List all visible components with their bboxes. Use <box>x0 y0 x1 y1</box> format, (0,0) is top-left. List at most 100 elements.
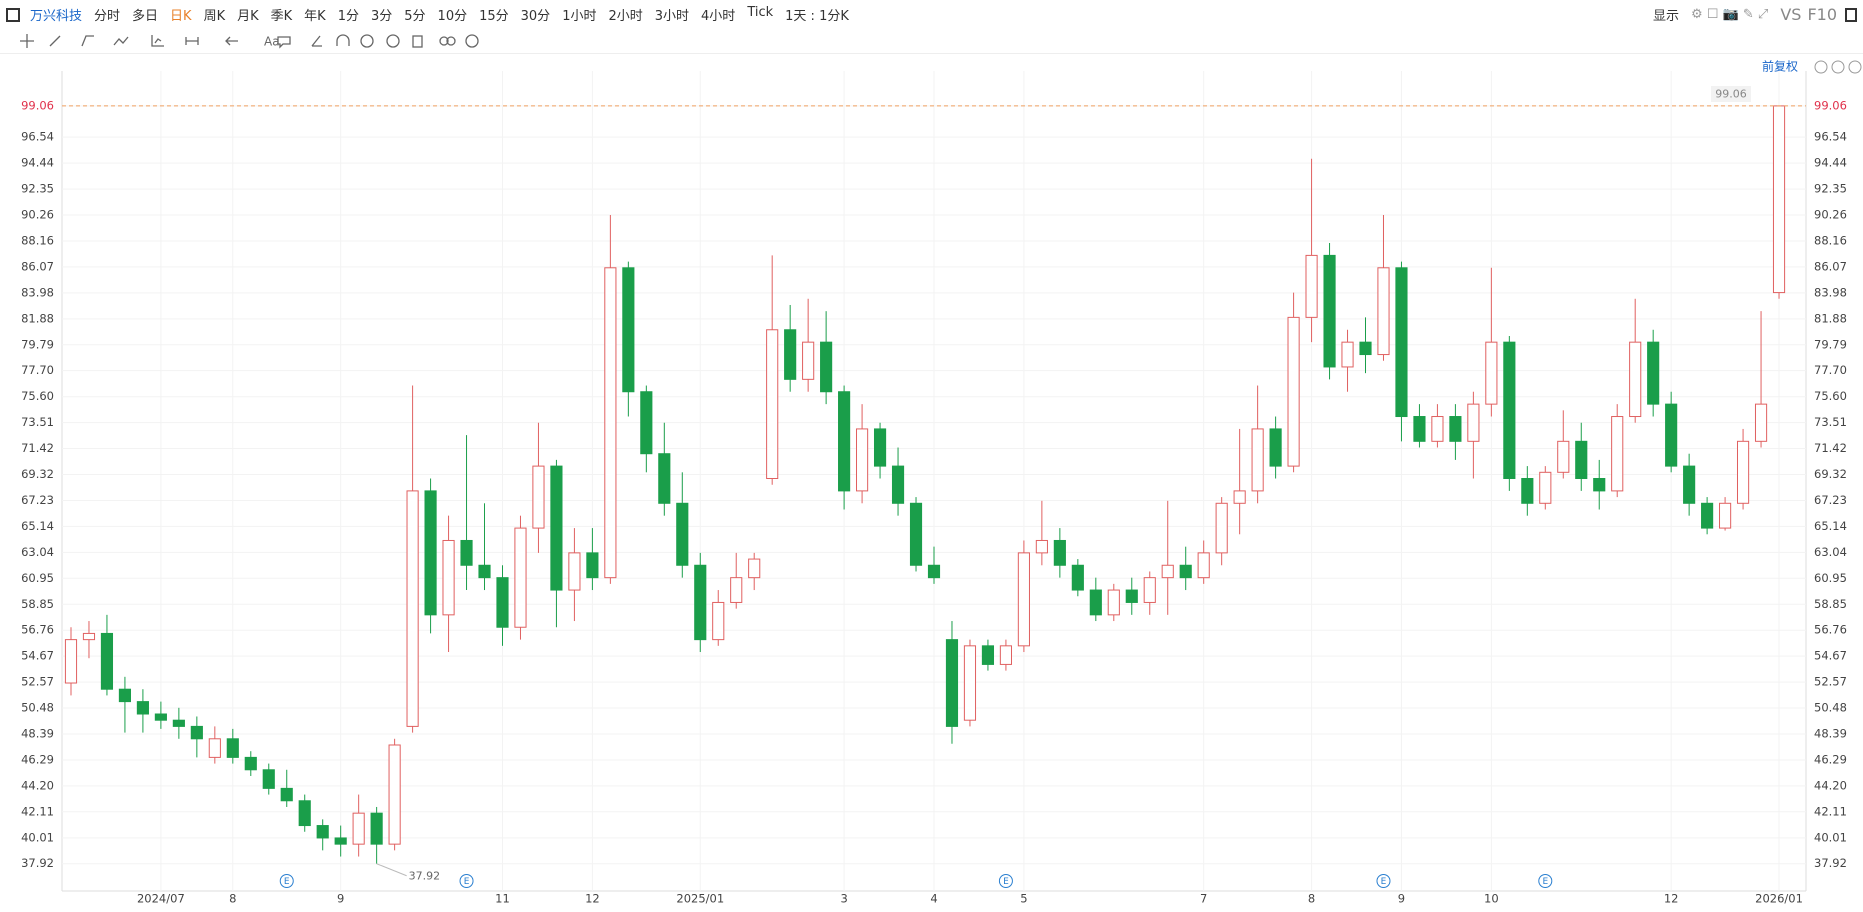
chart-tool[interactable] <box>151 35 164 47</box>
period-tab[interactable]: Tick <box>747 5 774 20</box>
candle-body <box>1233 490 1246 504</box>
wave-tool[interactable] <box>113 36 129 46</box>
delete-tool[interactable] <box>412 35 423 48</box>
candle-body <box>604 267 617 579</box>
candle-body <box>712 601 725 641</box>
x-tick-label: 12 <box>1664 892 1679 906</box>
zoom-reset[interactable] <box>1814 60 1828 74</box>
candle-body <box>1719 502 1732 529</box>
y-tick-label-right: 50.48 <box>1814 701 1847 715</box>
event-marker <box>279 874 294 888</box>
candle-body <box>1161 564 1174 579</box>
candle-body <box>1629 341 1642 418</box>
high-label: 99.06 <box>1715 88 1747 101</box>
period-tab[interactable]: 年K <box>304 9 326 24</box>
low-label: 37.92 <box>409 870 441 883</box>
arrow-tool[interactable] <box>225 36 238 46</box>
y-tick-label-right: 71.42 <box>1814 441 1847 455</box>
candle-body <box>1377 267 1390 356</box>
angle-tool[interactable] <box>311 35 322 47</box>
x-tick-label: 10 <box>1484 892 1499 906</box>
stock-name[interactable]: 万兴科技 <box>30 9 83 24</box>
y-tick-label-right: 75.60 <box>1814 389 1847 403</box>
magnet-tool[interactable] <box>336 34 350 46</box>
panel-icon-right[interactable] <box>1845 7 1857 22</box>
candle-body <box>82 632 96 641</box>
period-tab[interactable]: 2小时 <box>608 9 643 24</box>
period-tab[interactable]: 多日 <box>132 9 159 24</box>
y-tick-label: 60.95 <box>21 571 54 585</box>
period-tab[interactable]: 月K <box>237 9 259 24</box>
candle-body <box>190 725 203 740</box>
target-tool[interactable] <box>386 34 400 48</box>
candle-body <box>927 564 941 579</box>
event-marker <box>459 874 474 888</box>
x-tick-label: 2026/01 <box>1755 892 1803 906</box>
y-tick-label: 92.35 <box>21 182 54 196</box>
y-tick-label: 48.39 <box>21 726 54 740</box>
zoom-out[interactable] <box>1831 60 1845 74</box>
period-tab[interactable]: 日K <box>170 9 192 24</box>
panel-icon[interactable] <box>6 7 20 22</box>
y-tick-label-right: 40.01 <box>1814 830 1847 844</box>
settings-tool[interactable] <box>465 34 479 48</box>
toolbar-icons[interactable]: ⚙ ☐ 📷 ✎ ⤢ <box>1691 7 1769 22</box>
f10-button[interactable]: F10 <box>1807 5 1837 24</box>
line-tool[interactable] <box>49 35 61 47</box>
adjust-mode[interactable]: 前复权 <box>1762 59 1798 74</box>
note-tool[interactable] <box>277 36 291 49</box>
y-tick-label: 46.29 <box>21 752 54 766</box>
period-tab[interactable]: 1天 : 1分K <box>785 9 849 24</box>
channel-tool[interactable] <box>81 35 94 47</box>
candle-body <box>1395 267 1408 418</box>
period-tab[interactable]: 3分 <box>370 9 393 24</box>
y-tick-label-right: 56.76 <box>1814 623 1847 637</box>
period-tab[interactable]: 30分 <box>520 9 551 24</box>
zoom-in[interactable] <box>1848 60 1862 74</box>
period-tab[interactable]: 10分 <box>437 9 468 24</box>
drawing-tools: Aa <box>20 34 479 49</box>
period-tab[interactable]: 4小时 <box>701 9 736 24</box>
move-tool[interactable] <box>20 34 34 48</box>
candle-body <box>873 428 887 467</box>
vs-button[interactable]: VS <box>1780 5 1802 24</box>
y-tick-label: 42.11 <box>21 804 54 818</box>
period-tab[interactable]: 15分 <box>479 9 509 24</box>
candle-body <box>999 645 1012 665</box>
candle-body <box>1683 465 1696 504</box>
period-tab[interactable]: 1分 <box>337 9 359 24</box>
period-tab[interactable]: 3小时 <box>654 9 690 24</box>
text-tool[interactable]: Aa <box>264 35 280 49</box>
candle-body <box>262 769 275 789</box>
period-tab[interactable]: 季K <box>270 9 293 24</box>
candle-body <box>981 645 995 665</box>
event-label: E <box>464 877 470 887</box>
link-tool[interactable] <box>439 36 449 46</box>
period-tab[interactable]: 5分 <box>404 9 426 24</box>
y-tick-label: 52.57 <box>21 675 54 689</box>
y-tick-label-right: 77.70 <box>1814 363 1847 377</box>
period-tab[interactable]: 1小时 <box>562 9 597 24</box>
candle-body <box>298 800 311 827</box>
candle-body <box>136 701 149 715</box>
y-tick-label: 90.26 <box>21 207 54 221</box>
y-tick-label-right: 88.16 <box>1814 234 1847 248</box>
candle-body <box>1701 502 1714 529</box>
y-tick-label: 77.70 <box>21 363 54 377</box>
candle-body <box>1179 564 1192 579</box>
candle-body <box>118 688 132 703</box>
candle-body <box>1413 416 1426 442</box>
period-tab[interactable]: 周K <box>203 9 226 24</box>
candle-body <box>370 812 383 845</box>
x-tick-label: 2025/01 <box>676 892 724 906</box>
eye-tool[interactable] <box>360 34 374 48</box>
candle-body <box>352 812 365 845</box>
measure-tool[interactable] <box>185 37 199 45</box>
candle-body <box>1539 471 1552 504</box>
candle-body <box>1485 341 1498 405</box>
candle-body <box>891 465 905 504</box>
display-menu[interactable]: 显示 <box>1652 9 1679 24</box>
period-tab[interactable]: 分时 <box>94 9 121 24</box>
candle-body <box>766 329 779 480</box>
